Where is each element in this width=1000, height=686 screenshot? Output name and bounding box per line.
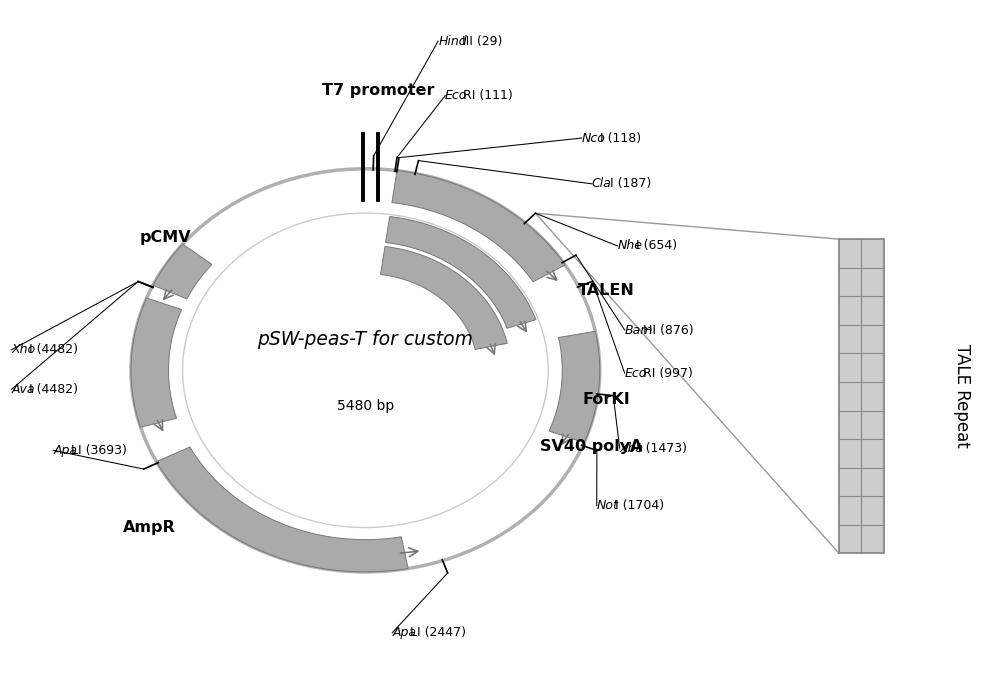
Text: Not: Not [597,499,619,512]
Text: I (654): I (654) [636,239,677,252]
Text: LI (3693): LI (3693) [71,444,127,457]
Text: LI (2447): LI (2447) [410,626,466,639]
Polygon shape [392,171,565,282]
Text: Nco: Nco [582,132,606,145]
Text: Apa: Apa [392,626,416,639]
Text: TALE Repeat: TALE Repeat [953,344,971,448]
Text: ForKI: ForKI [583,392,631,407]
Polygon shape [131,298,182,427]
Text: Xho: Xho [11,343,35,356]
Text: TALEN: TALEN [578,283,635,298]
Text: Apa: Apa [53,444,77,457]
Text: SV40 polyA: SV40 polyA [540,438,643,453]
Text: HI (876): HI (876) [643,324,693,337]
Polygon shape [386,217,536,328]
Text: I (118): I (118) [600,132,641,145]
Text: pSW-peas-T for custom: pSW-peas-T for custom [257,330,473,349]
Text: I (4482): I (4482) [29,383,78,396]
Text: 5480 bp: 5480 bp [337,399,394,413]
Text: RI (997): RI (997) [643,366,692,379]
Text: Ava: Ava [11,383,35,396]
Text: I (187): I (187) [610,177,651,190]
Text: Eco: Eco [445,89,468,102]
Text: AmpR: AmpR [123,520,175,535]
Text: pCMV: pCMV [140,230,192,245]
Text: I (1473): I (1473) [638,442,687,455]
Text: Eco: Eco [625,366,647,379]
Bar [839,239,884,554]
Text: T7 promoter: T7 promoter [322,83,435,97]
Text: I (1704): I (1704) [615,499,664,512]
Polygon shape [153,244,212,299]
Text: Bam: Bam [625,324,653,337]
Text: III (29): III (29) [462,34,502,47]
Text: RI (111): RI (111) [463,89,513,102]
Text: Nhe: Nhe [618,239,643,252]
Text: Xba: Xba [620,442,644,455]
Polygon shape [549,331,600,442]
Polygon shape [156,447,408,572]
Polygon shape [381,246,507,349]
Text: I (4482): I (4482) [29,343,78,356]
Text: Cla: Cla [592,177,612,190]
Text: Hind: Hind [438,34,467,47]
